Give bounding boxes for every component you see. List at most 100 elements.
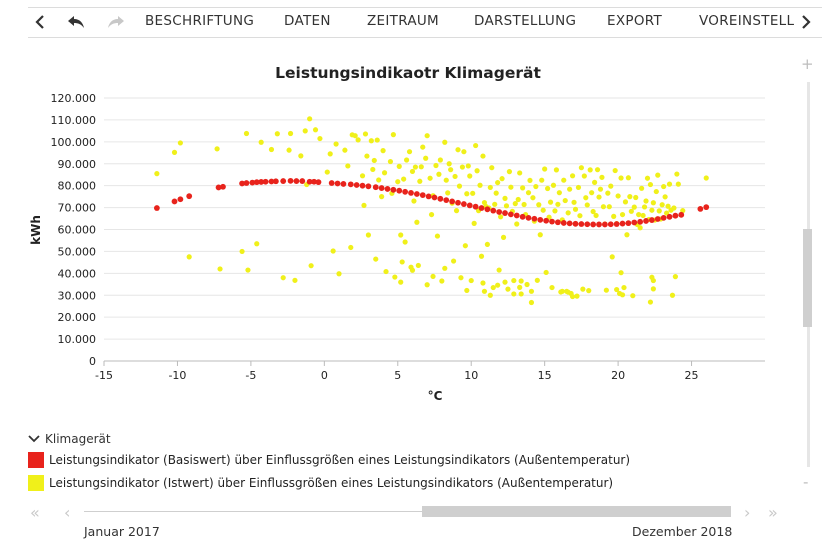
data-point-istwert	[643, 198, 649, 204]
data-point-istwert	[618, 270, 624, 276]
data-point-istwert	[530, 195, 536, 201]
data-point-basiswert	[543, 217, 550, 224]
data-point-istwert	[536, 202, 542, 208]
undo-button[interactable]	[64, 9, 88, 35]
data-point-istwert	[473, 142, 479, 149]
menu-voreinstellungen[interactable]: VOREINSTELL	[699, 13, 795, 29]
data-point-basiswert	[359, 182, 366, 189]
data-point-istwert	[364, 153, 370, 159]
data-point-istwert	[345, 163, 351, 169]
menu-darstellung[interactable]: DARSTELLUNG	[474, 13, 577, 29]
data-point-istwert	[307, 116, 313, 122]
data-point-istwert	[365, 232, 371, 238]
scroll-prev-button[interactable]: ‹	[64, 503, 71, 522]
data-point-basiswert	[607, 221, 614, 228]
data-point-istwert	[487, 292, 493, 298]
data-point-basiswert	[643, 218, 649, 224]
data-point-istwert	[663, 210, 670, 216]
data-point-istwert	[254, 241, 260, 247]
data-point-basiswert	[572, 220, 579, 227]
data-point-istwert	[655, 172, 661, 178]
scroll-next-button[interactable]: ›	[744, 503, 751, 522]
data-point-istwert	[505, 286, 511, 292]
data-point-basiswert	[619, 220, 626, 227]
data-point-istwert	[587, 167, 593, 173]
data-point-istwert	[659, 202, 665, 208]
data-point-basiswert	[347, 181, 354, 188]
legend-swatch-yellow	[28, 475, 44, 491]
legend-item-basiswert[interactable]: Leistungsindikator (Basiswert) über Einf…	[28, 452, 630, 468]
data-point-istwert	[445, 190, 451, 196]
data-point-istwert	[524, 281, 530, 288]
data-point-basiswert	[258, 179, 265, 185]
data-point-istwert	[399, 259, 405, 265]
data-point-istwert	[484, 241, 490, 248]
data-point-basiswert	[601, 221, 608, 228]
data-point-basiswert	[654, 216, 661, 222]
data-point-istwert	[406, 149, 413, 155]
data-point-istwert	[461, 149, 467, 155]
data-point-basiswert	[419, 192, 426, 198]
data-point-basiswert	[513, 212, 520, 219]
data-point-istwert	[415, 262, 421, 269]
data-point-istwert	[511, 277, 517, 284]
data-point-istwert	[436, 171, 442, 177]
data-point-istwert	[561, 177, 567, 183]
data-point-istwert	[640, 212, 646, 219]
data-point-istwert	[355, 137, 361, 143]
x-tick-label: -15	[95, 369, 113, 382]
data-point-istwert	[577, 213, 583, 219]
data-point-istwert	[500, 234, 507, 240]
data-point-istwert	[565, 210, 571, 216]
data-point-istwert	[599, 174, 605, 180]
data-point-istwert	[650, 200, 656, 206]
data-point-istwert	[605, 190, 611, 196]
zoom-in-icon[interactable]: +	[801, 55, 814, 73]
menu-beschriftung[interactable]: BESCHRIFTUNG	[145, 13, 255, 29]
data-point-istwert	[656, 208, 662, 214]
data-point-basiswert	[315, 179, 322, 186]
scroll-last-button[interactable]: »	[768, 503, 778, 522]
data-point-basiswert	[519, 213, 526, 220]
redo-button[interactable]	[104, 9, 128, 35]
data-point-istwert	[374, 137, 380, 143]
data-point-istwert	[671, 205, 677, 211]
data-point-basiswert	[311, 178, 317, 185]
data-point-basiswert	[437, 195, 444, 202]
data-point-istwert	[555, 201, 561, 207]
zoom-out-icon[interactable]: -	[803, 473, 809, 491]
vertical-scroll-thumb[interactable]	[803, 229, 812, 327]
data-point-istwert	[464, 191, 470, 197]
data-point-istwert	[298, 153, 304, 159]
time-scroll-track[interactable]	[84, 511, 731, 512]
data-point-istwert	[621, 284, 627, 291]
grid-lines	[104, 97, 765, 362]
data-point-istwert	[398, 232, 404, 238]
data-point-istwert	[553, 167, 560, 173]
data-point-istwert	[520, 185, 526, 191]
scroll-right-button[interactable]	[794, 9, 818, 35]
data-point-basiswert	[372, 184, 379, 191]
data-point-istwert	[446, 161, 452, 167]
data-point-istwert	[492, 201, 498, 207]
data-point-istwert	[396, 163, 402, 169]
legend-item-istwert[interactable]: Leistungsindikator (Istwert) über Einflu…	[28, 475, 613, 491]
data-point-basiswert	[431, 194, 438, 201]
menu-export[interactable]: EXPORT	[607, 13, 662, 29]
data-point-istwert	[433, 162, 439, 169]
legend-group[interactable]: Klimagerät	[28, 432, 111, 446]
data-point-istwert	[376, 177, 382, 183]
data-point-istwert	[593, 212, 599, 219]
data-point-istwert	[398, 279, 404, 285]
scroll-left-button[interactable]	[28, 9, 52, 35]
x-tick-label: 15	[538, 369, 552, 382]
time-scroll-thumb[interactable]	[422, 506, 731, 517]
data-point-basiswert	[402, 188, 409, 195]
y-axis-ticks: 0 10.000 20.000 30.000 40.000 50.000 60.000 70.…	[51, 92, 97, 368]
data-point-istwert	[545, 185, 551, 192]
data-point-istwert	[480, 280, 486, 286]
menu-daten[interactable]: DATEN	[284, 13, 331, 29]
data-point-istwert	[580, 286, 586, 292]
scroll-first-button[interactable]: «	[30, 503, 40, 522]
menu-zeitraum[interactable]: ZEITRAUM	[367, 13, 440, 29]
